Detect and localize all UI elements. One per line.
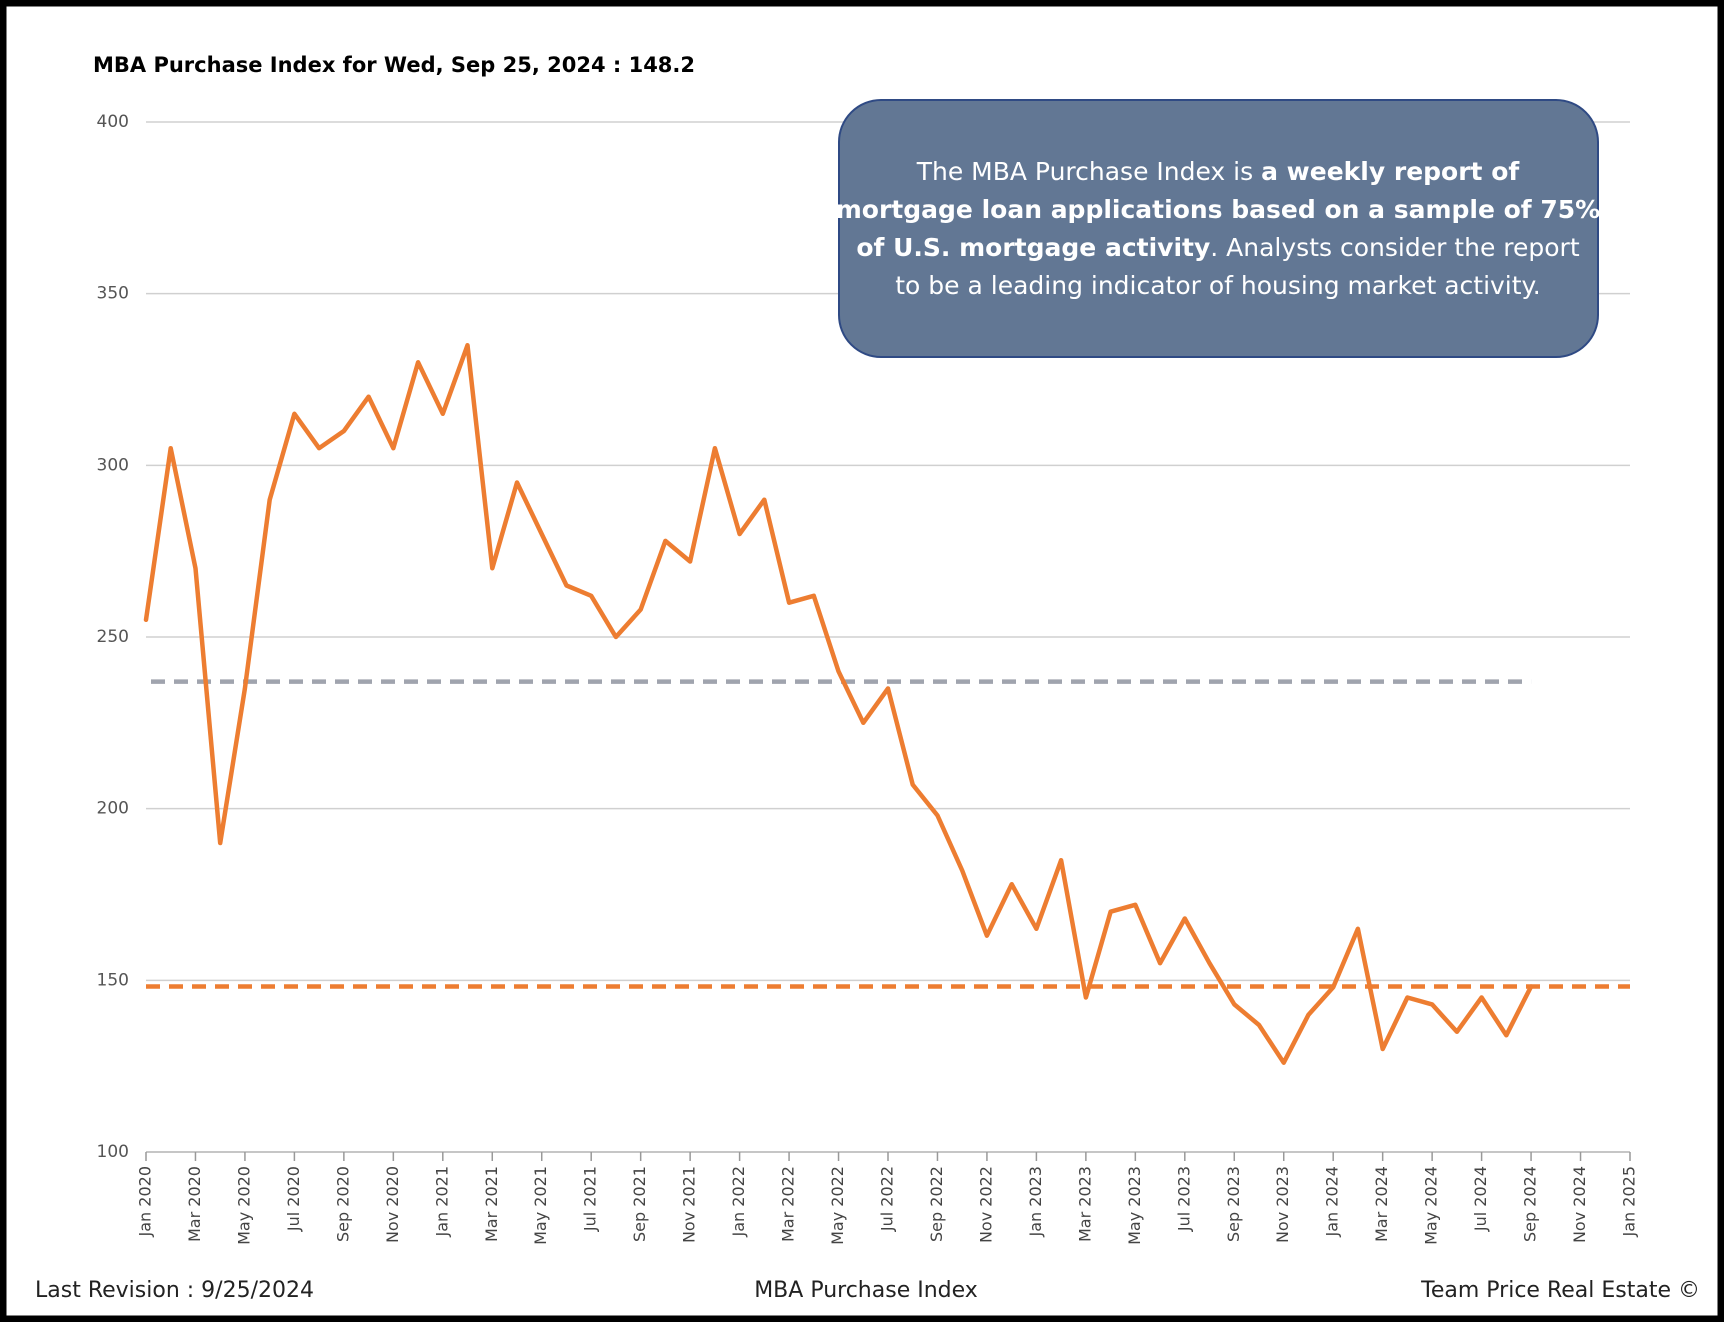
x-tick-label: Nov 2023 <box>1273 1166 1292 1243</box>
x-tick-label: Mar 2020 <box>185 1166 204 1242</box>
x-tick-label: Jan 2021 <box>432 1166 451 1237</box>
x-tick-label: Jul 2024 <box>1471 1166 1490 1232</box>
annotation-line: of U.S. mortgage activity. Analysts cons… <box>856 233 1579 262</box>
annotation-line: mortgage loan applications based on a sa… <box>836 195 1600 224</box>
y-tick-label: 400 <box>97 112 129 132</box>
x-tick-label: May 2020 <box>234 1166 253 1245</box>
x-tick-label: Nov 2020 <box>383 1166 402 1243</box>
x-tick-label: Jan 2020 <box>136 1166 155 1237</box>
y-tick-label: 250 <box>97 627 129 647</box>
y-tick-label: 200 <box>97 799 129 819</box>
x-tick-label: May 2023 <box>1125 1166 1144 1245</box>
x-tick-label: Sep 2022 <box>927 1166 946 1242</box>
x-tick-label: Jul 2023 <box>1174 1166 1193 1232</box>
x-tick-label: Mar 2022 <box>779 1166 798 1242</box>
data-line <box>143 342 1534 1065</box>
x-tick-label: Jan 2023 <box>1026 1166 1045 1237</box>
x-tick-label: Nov 2021 <box>680 1166 699 1243</box>
annotation-text: The MBA Purchase Index is <box>916 157 1261 186</box>
x-tick-label: Sep 2023 <box>1224 1166 1243 1242</box>
x-tick-label: Sep 2021 <box>630 1166 649 1242</box>
y-tick-label: 350 <box>97 284 129 304</box>
annotation-text: mortgage loan applications based on a sa… <box>836 195 1600 224</box>
footer-left: Last Revision : 9/25/2024 <box>35 1278 314 1303</box>
annotation-text: . Analysts consider the report <box>1210 233 1580 262</box>
x-tick-label: Sep 2024 <box>1521 1166 1540 1242</box>
x-tick-label: Jan 2024 <box>1323 1166 1342 1237</box>
x-tick-label: May 2021 <box>531 1166 550 1245</box>
annotation-line: The MBA Purchase Index is a weekly repor… <box>916 157 1521 186</box>
annotation-text: to be a leading indicator of housing mar… <box>895 271 1540 300</box>
x-tick-label: Nov 2022 <box>976 1166 995 1243</box>
x-tick-label: Jul 2022 <box>878 1166 897 1232</box>
y-tick-label: 300 <box>97 455 129 475</box>
annotation-line: to be a leading indicator of housing mar… <box>895 271 1540 300</box>
annotation-box <box>838 99 1599 358</box>
x-tick-label: Mar 2023 <box>1075 1166 1094 1242</box>
x-tick-label: Jul 2020 <box>284 1166 303 1232</box>
footer-center: MBA Purchase Index <box>754 1278 978 1303</box>
x-tick-label: May 2022 <box>828 1166 847 1245</box>
x-tick-label: Mar 2024 <box>1372 1166 1391 1242</box>
x-tick-label: Jul 2021 <box>581 1166 600 1232</box>
y-tick-label: 100 <box>97 1142 129 1162</box>
x-tick-label: May 2024 <box>1422 1166 1441 1245</box>
annotation-text: of U.S. mortgage activity <box>856 233 1210 262</box>
x-tick-label: Mar 2021 <box>482 1166 501 1242</box>
footer-right: Team Price Real Estate © <box>1420 1278 1700 1303</box>
x-tick-label: Jan 2025 <box>1620 1166 1639 1237</box>
x-tick-label: Jan 2022 <box>729 1166 748 1237</box>
y-tick-label: 150 <box>97 970 129 990</box>
x-tick-label: Sep 2020 <box>333 1166 352 1242</box>
x-tick-label: Nov 2024 <box>1570 1166 1589 1243</box>
chart-title: MBA Purchase Index for Wed, Sep 25, 2024… <box>93 53 695 77</box>
annotation-text: a weekly report of <box>1261 157 1520 186</box>
